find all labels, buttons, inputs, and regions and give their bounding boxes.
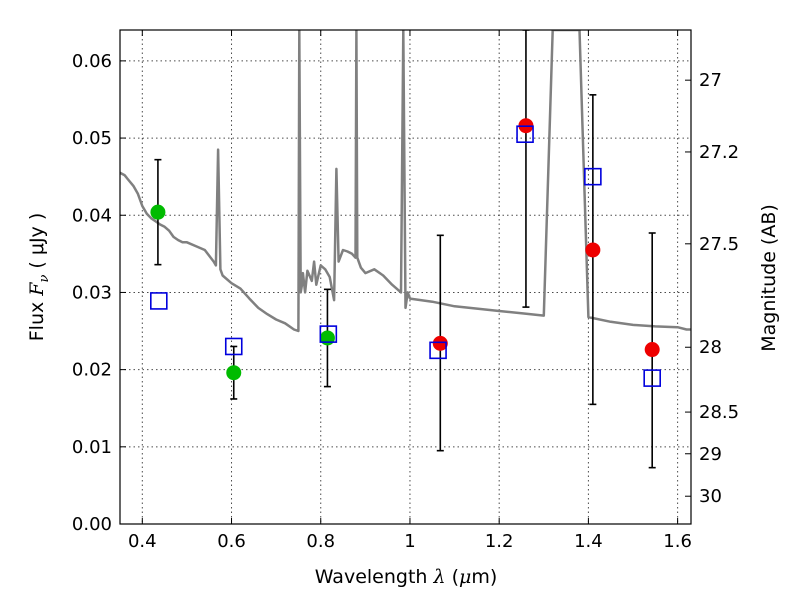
green-data-point <box>226 365 242 381</box>
green-data-point <box>150 204 166 220</box>
plot-frame <box>119 29 692 525</box>
model-flux-square <box>224 337 243 356</box>
y-tick-label: 0.05 <box>72 128 112 149</box>
x-tick-label: 1 <box>404 531 415 552</box>
y-axis-title: Flux Fν ( μJy ) <box>26 213 52 342</box>
y2-axis-title: Magnitude (AB) <box>758 204 780 352</box>
green-data-point <box>319 330 335 346</box>
y2-tick-label: 27.5 <box>699 234 739 255</box>
y-tick-label: 0.02 <box>72 360 112 381</box>
x-tick-label: 0.4 <box>128 531 157 552</box>
model-flux-square <box>584 167 602 186</box>
y2-tick-label: 30 <box>699 486 722 507</box>
photometry-markers <box>150 118 661 387</box>
y-tick-label: 0.06 <box>72 51 112 72</box>
plot-border <box>119 29 692 525</box>
y-tick-label: 0.03 <box>72 282 112 303</box>
y-tick-label: 0.01 <box>72 437 112 458</box>
x-tick-label: 0.6 <box>217 531 246 552</box>
x-tick-label: 1.2 <box>485 531 514 552</box>
y2-tick-label: 28 <box>699 337 722 358</box>
model-flux-square <box>150 292 168 310</box>
x-axis-title: Wavelength λ (μm) <box>315 566 498 588</box>
x-tick-label: 1.6 <box>663 531 692 552</box>
model-spectrum <box>120 30 691 333</box>
y2-tick-label: 29 <box>699 444 722 465</box>
y2-tick-label: 27 <box>699 70 722 91</box>
model-flux-square <box>429 341 447 360</box>
model-flux-square <box>319 325 338 343</box>
y-tick-label: 0.04 <box>72 205 112 226</box>
x-tick-label: 0.8 <box>306 531 335 552</box>
red-data-point <box>432 335 448 351</box>
axis-ticks: 0.4 0.6 0.8 1 1.2 1.4 1.6 0.00 0.01 0.02 0.03 0.04 0… <box>72 30 739 552</box>
y2-tick-label: 27.2 <box>699 142 739 163</box>
red-data-point <box>644 342 660 358</box>
y-tick-label: 0.00 <box>72 514 112 535</box>
model-flux-square <box>516 125 534 144</box>
model-flux-square <box>643 369 661 387</box>
x-tick-label: 1.4 <box>574 531 603 552</box>
red-data-point <box>585 242 601 258</box>
y2-tick-label: 28.5 <box>699 402 739 423</box>
model-spectrum-line <box>120 30 691 333</box>
